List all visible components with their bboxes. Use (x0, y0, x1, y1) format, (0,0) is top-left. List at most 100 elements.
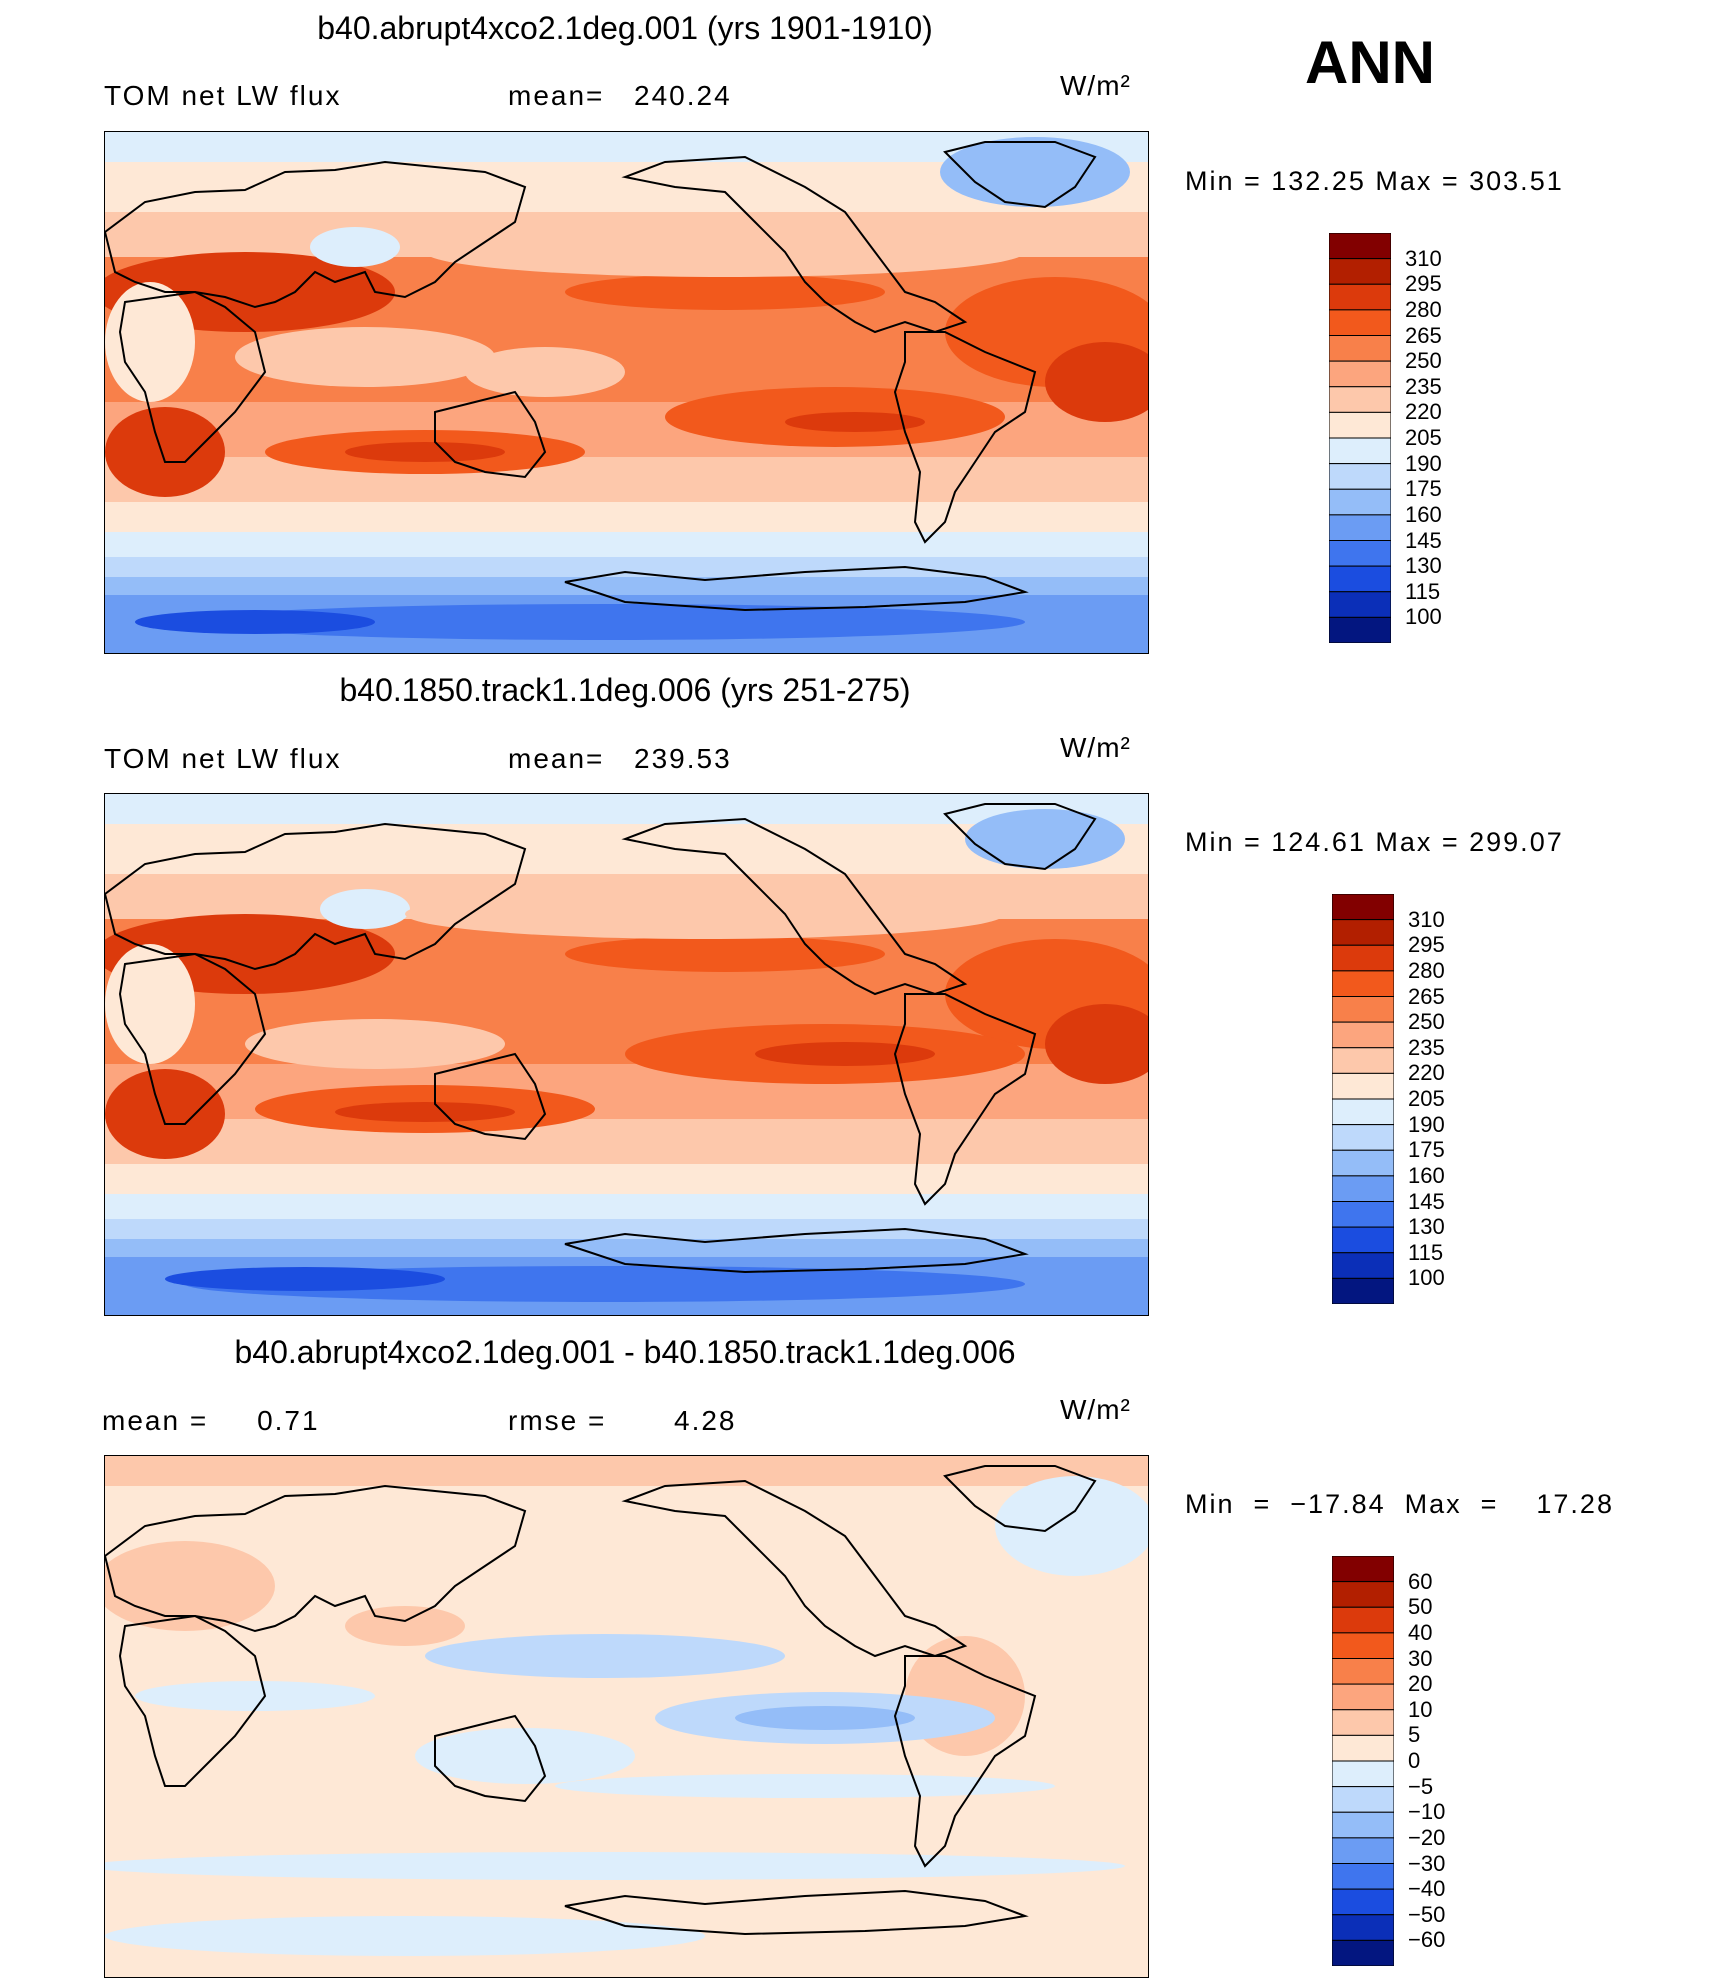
colorbar-tick-label: 295 (1408, 932, 1445, 958)
colorbar-swatch (1331, 1606, 1395, 1634)
colorbar-swatch (1331, 1226, 1395, 1254)
panel-2-title: b40.1850.track1.1deg.006 (yrs 251-275) (339, 672, 911, 708)
panel-1-stat-value: 240.24 (634, 80, 732, 111)
colorbar-swatch (1331, 1811, 1395, 1839)
colorbar-swatch (1328, 360, 1392, 388)
colorbar-tick-label: 235 (1408, 1034, 1445, 1060)
colorbar-swatch (1331, 1683, 1395, 1711)
colorbar-swatch (1328, 565, 1392, 593)
colorbar-tick-label: 100 (1408, 1265, 1445, 1291)
panel-1-colorbar (1328, 232, 1392, 644)
panel-1-stat-label: mean= (508, 80, 605, 111)
colorbar-swatch (1328, 386, 1392, 413)
panel-3-stat-value: 4.28 (674, 1405, 737, 1436)
colorbar-swatch (1331, 1939, 1395, 1967)
colorbar-swatch (1331, 893, 1395, 921)
colorbar-swatch (1331, 1555, 1395, 1583)
colorbar-tick-label: 190 (1408, 1111, 1445, 1137)
colorbar-swatch (1328, 463, 1392, 490)
panel-3-colorbar (1331, 1555, 1395, 1967)
panel-3-map (104, 1455, 1149, 1978)
colorbar-swatch (1331, 1047, 1395, 1074)
colorbar-tick-label: 130 (1408, 1214, 1445, 1240)
colorbar-tick-label: 115 (1405, 578, 1441, 604)
colorbar-swatch (1328, 437, 1392, 465)
colorbar-swatch (1328, 335, 1392, 362)
colorbar-swatch (1328, 411, 1392, 439)
colorbar-swatch (1328, 616, 1392, 644)
panel-3-title: b40.abrupt4xco2.1deg.001 - b40.1850.trac… (234, 1334, 1016, 1370)
colorbar-tick-label: 265 (1405, 322, 1442, 348)
panel-3-min-max: Min = −17.84 Max = 17.28 (1185, 1489, 1614, 1519)
colorbar-tick-label: 310 (1408, 906, 1445, 932)
colorbar-tick-label: 40 (1408, 1619, 1433, 1645)
colorbar-tick-label: −5 (1408, 1773, 1434, 1799)
colorbar-swatch (1331, 996, 1395, 1023)
colorbar-swatch (1331, 1786, 1395, 1813)
panel-3-stat-label: rmse = (508, 1405, 607, 1436)
colorbar-swatch (1331, 1149, 1395, 1177)
colorbar-tick-label: −10 (1408, 1799, 1446, 1825)
panel-2-colorbar-swatches (1331, 893, 1395, 1305)
colorbar-tick-label: 310 (1405, 245, 1442, 271)
panel-3-colorbar-swatches (1331, 1555, 1395, 1967)
colorbar-swatch (1331, 1252, 1395, 1279)
colorbar-swatch (1331, 1888, 1395, 1916)
colorbar-swatch (1331, 1863, 1395, 1890)
colorbar-tick-label: 190 (1405, 450, 1442, 476)
colorbar-tick-label: 20 (1408, 1671, 1433, 1697)
panel-3-units: W/m² (1060, 1394, 1131, 1425)
colorbar-tick-label: 175 (1405, 476, 1442, 502)
colorbar-swatch (1331, 1175, 1395, 1202)
colorbar-tick-label: −30 (1408, 1850, 1446, 1876)
colorbar-tick-label: 205 (1405, 425, 1442, 450)
panel-2-stat-label: mean= (508, 743, 605, 774)
colorbar-tick-label: 280 (1408, 957, 1445, 983)
colorbar-swatch (1331, 1098, 1395, 1126)
colorbar-tick-label: 265 (1408, 983, 1445, 1009)
colorbar-swatch (1328, 488, 1392, 516)
colorbar-tick-label: 10 (1408, 1696, 1433, 1722)
panel-1-map (104, 131, 1149, 654)
colorbar-swatch (1331, 1124, 1395, 1151)
colorbar-tick-label: 295 (1405, 271, 1442, 297)
panel-2-units: W/m² (1060, 732, 1131, 763)
panel-2-variable-label: TOM net LW flux (104, 743, 342, 774)
colorbar-tick-label: 250 (1408, 1009, 1445, 1035)
colorbar-swatch (1331, 970, 1395, 997)
colorbar-swatch (1331, 1760, 1395, 1788)
panel-2-map (104, 793, 1149, 1316)
panel-1-min-max: Min = 132.25 Max = 303.51 (1185, 166, 1564, 196)
panel-2-colorbar (1331, 893, 1395, 1305)
colorbar-tick-label: −40 (1408, 1876, 1446, 1902)
colorbar-swatch (1331, 1201, 1395, 1228)
colorbar-swatch (1331, 1277, 1395, 1305)
colorbar-tick-label: 60 (1408, 1568, 1433, 1594)
colorbar-swatch (1331, 1021, 1395, 1049)
colorbar-tick-label: 280 (1405, 296, 1442, 322)
colorbar-tick-label: 175 (1408, 1137, 1445, 1163)
colorbar-swatch (1331, 944, 1395, 972)
colorbar-swatch (1328, 309, 1392, 336)
colorbar-swatch (1331, 1632, 1395, 1659)
colorbar-swatch (1331, 1914, 1395, 1941)
colorbar-tick-label: 130 (1405, 553, 1442, 579)
colorbar-tick-label: 115 (1408, 1239, 1444, 1265)
colorbar-swatch (1331, 1072, 1395, 1100)
panel-1-title: b40.abrupt4xco2.1deg.001 (yrs 1901-1910) (317, 10, 933, 46)
colorbar-tick-label: 235 (1405, 373, 1442, 399)
colorbar-swatch (1331, 1658, 1395, 1685)
colorbar-tick-label: −20 (1408, 1824, 1446, 1850)
colorbar-tick-label: −60 (1408, 1927, 1446, 1953)
colorbar-swatch (1331, 919, 1395, 946)
colorbar-tick-label: 220 (1405, 399, 1442, 425)
colorbar-tick-label: 0 (1408, 1748, 1421, 1773)
colorbar-tick-label: 160 (1405, 501, 1442, 527)
colorbar-swatch (1331, 1734, 1395, 1762)
colorbar-swatch (1331, 1581, 1395, 1608)
panel-1-variable-label: TOM net LW flux (104, 80, 342, 111)
colorbar-swatch (1328, 258, 1392, 285)
colorbar-tick-label: 220 (1408, 1060, 1445, 1086)
panel-1-units: W/m² (1060, 70, 1131, 101)
panel-2-min-max: Min = 124.61 Max = 299.07 (1185, 827, 1564, 857)
